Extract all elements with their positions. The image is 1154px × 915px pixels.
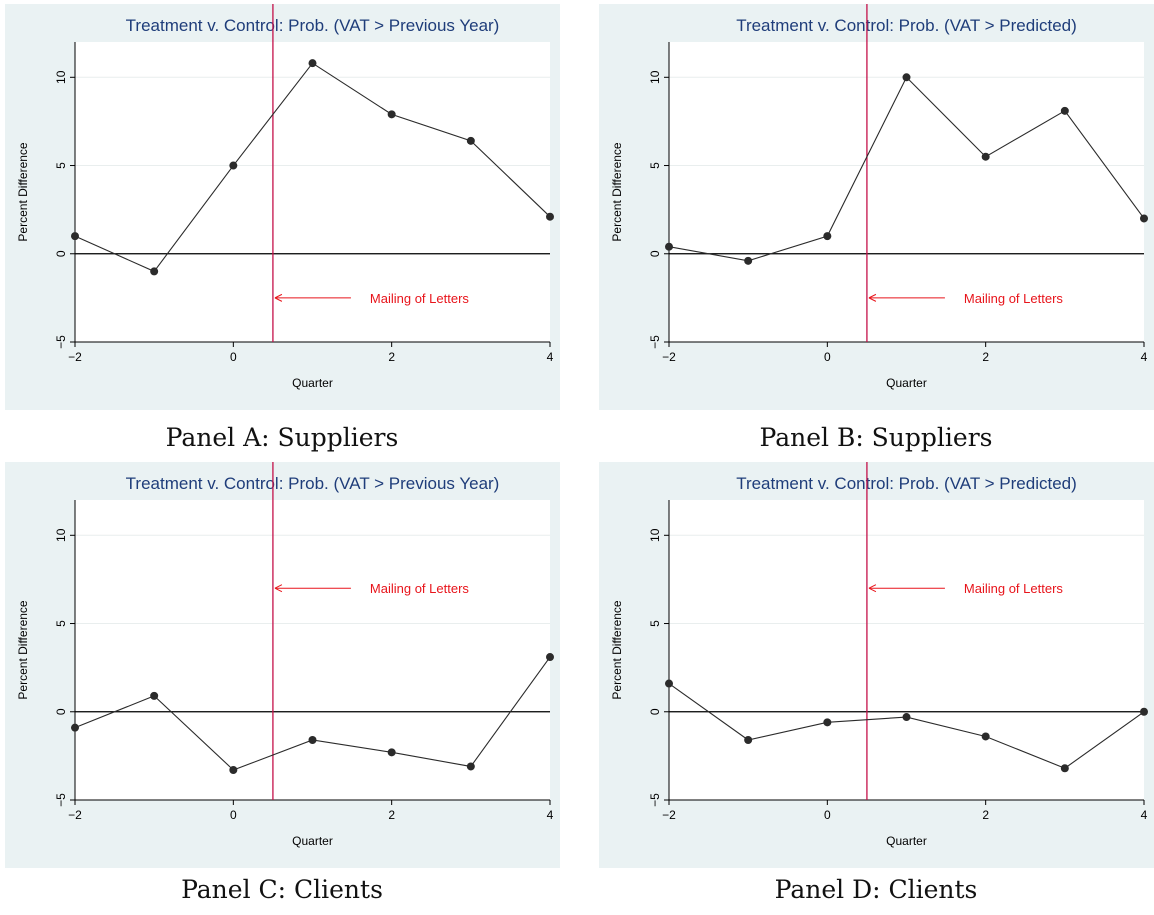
caption-panel-c: Panel C: Clients: [181, 875, 383, 904]
x-tick-label-3: 4: [1141, 350, 1148, 364]
data-point-2: [229, 161, 238, 170]
data-point-4: [387, 110, 396, 119]
x-tick-label-0: −2: [68, 350, 82, 364]
data-point-5: [466, 762, 475, 771]
x-tick-label-1: 0: [824, 350, 831, 364]
y-tick-label-0: −5: [54, 793, 68, 807]
x-tick-label-3: 4: [547, 808, 554, 822]
x-tick-label-3: 4: [547, 350, 554, 364]
x-tick-label-1: 0: [230, 808, 237, 822]
x-axis-label: Quarter: [292, 376, 333, 390]
data-point-0: [665, 242, 673, 251]
x-tick-label-2: 2: [388, 350, 395, 364]
data-point-6: [1140, 214, 1148, 223]
panel-a: −5 0 5 10 −2 0 2 4 Quarter Percent Difference Trea…: [5, 4, 560, 410]
y-tick-label-1: 0: [54, 250, 68, 257]
panel-c: −5 0 5 10 −2 0 2 4 Quarter Percent Difference Trea…: [5, 462, 560, 868]
y-tick-label-1: 0: [648, 708, 662, 715]
y-tick-label-2: 5: [648, 620, 662, 627]
data-point-6: [1140, 707, 1148, 716]
chart-c: −5 0 5 10 −2 0 2 4 Quarter Percent Difference Trea…: [16, 462, 554, 848]
x-tick-label-0: −2: [662, 350, 676, 364]
data-point-6: [546, 653, 554, 662]
data-point-2: [823, 718, 832, 727]
data-point-4: [387, 748, 396, 757]
x-tick-label-1: 0: [824, 808, 831, 822]
data-point-1: [150, 691, 159, 700]
panel-b: −5 0 5 10 −2 0 2 4 Quarter Percent Difference Trea…: [599, 4, 1154, 410]
chart-title: Treatment v. Control: Prob. (VAT > Previ…: [126, 474, 500, 493]
x-axis-label: Quarter: [886, 376, 927, 390]
caption-panel-a: Panel A: Suppliers: [165, 423, 399, 452]
data-point-2: [823, 232, 832, 241]
annotation-text: Mailing of Letters: [370, 291, 469, 306]
y-axis-label: Percent Difference: [16, 600, 30, 699]
y-tick-label-2: 5: [648, 162, 662, 169]
y-axis-label: Percent Difference: [610, 142, 624, 241]
data-point-1: [150, 267, 159, 276]
y-tick-label-3: 10: [54, 528, 68, 542]
plot-area: [669, 500, 1144, 800]
y-axis-label: Percent Difference: [16, 142, 30, 241]
data-point-5: [466, 136, 475, 145]
y-tick-label-3: 10: [54, 70, 68, 84]
annotation-arrowhead: [868, 584, 877, 593]
chart-b: −5 0 5 10 −2 0 2 4 Quarter Percent Difference Trea…: [610, 4, 1148, 390]
x-tick-label-3: 4: [1141, 808, 1148, 822]
chart-d: −5 0 5 10 −2 0 2 4 Quarter Percent Difference Trea…: [610, 462, 1148, 848]
y-tick-label-0: −5: [648, 793, 662, 807]
y-tick-label-1: 0: [54, 708, 68, 715]
caption-panel-d: Panel D: Clients: [774, 875, 978, 904]
x-tick-label-0: −2: [662, 808, 676, 822]
data-point-3: [308, 59, 317, 68]
y-tick-label-2: 5: [54, 162, 68, 169]
plot-area: [669, 42, 1144, 342]
data-point-3: [902, 713, 911, 722]
y-tick-label-3: 10: [648, 528, 662, 542]
x-axis-label: Quarter: [886, 834, 927, 848]
data-point-4: [981, 152, 990, 161]
chart-title: Treatment v. Control: Prob. (VAT > Predi…: [736, 16, 1077, 35]
y-tick-label-0: −5: [648, 335, 662, 349]
y-axis-label: Percent Difference: [610, 600, 624, 699]
data-point-5: [1060, 106, 1069, 115]
x-tick-label-1: 0: [230, 350, 237, 364]
y-tick-label-3: 10: [648, 70, 662, 84]
annotation-text: Mailing of Letters: [964, 581, 1063, 596]
chart-title: Treatment v. Control: Prob. (VAT > Previ…: [126, 16, 500, 35]
data-point-0: [71, 232, 79, 241]
y-tick-label-2: 5: [54, 620, 68, 627]
annotation-arrowhead: [274, 584, 283, 593]
data-point-0: [665, 679, 673, 688]
y-tick-label-0: −5: [54, 335, 68, 349]
data-point-1: [744, 256, 753, 265]
data-point-3: [902, 73, 911, 82]
caption-panel-b: Panel B: Suppliers: [759, 423, 993, 452]
data-point-5: [1060, 764, 1069, 773]
data-point-3: [308, 736, 317, 744]
data-point-4: [981, 732, 990, 741]
x-tick-label-2: 2: [982, 808, 989, 822]
panel-d: −5 0 5 10 −2 0 2 4 Quarter Percent Difference Trea…: [599, 462, 1154, 868]
chart-title: Treatment v. Control: Prob. (VAT > Predi…: [736, 474, 1077, 493]
annotation-text: Mailing of Letters: [370, 581, 469, 596]
x-tick-label-2: 2: [388, 808, 395, 822]
annotation-arrowhead: [274, 293, 283, 302]
data-point-0: [71, 723, 79, 732]
y-tick-label-1: 0: [648, 250, 662, 257]
chart-a: −5 0 5 10 −2 0 2 4 Quarter Percent Difference Trea…: [16, 4, 554, 390]
x-tick-label-2: 2: [982, 350, 989, 364]
plot-area: [75, 42, 550, 342]
data-point-2: [229, 766, 238, 774]
x-tick-label-0: −2: [68, 808, 82, 822]
data-point-1: [744, 736, 753, 744]
annotation-arrowhead: [868, 293, 877, 302]
x-axis-label: Quarter: [292, 834, 333, 848]
plot-area: [75, 500, 550, 800]
data-point-6: [546, 212, 554, 221]
annotation-text: Mailing of Letters: [964, 291, 1063, 306]
